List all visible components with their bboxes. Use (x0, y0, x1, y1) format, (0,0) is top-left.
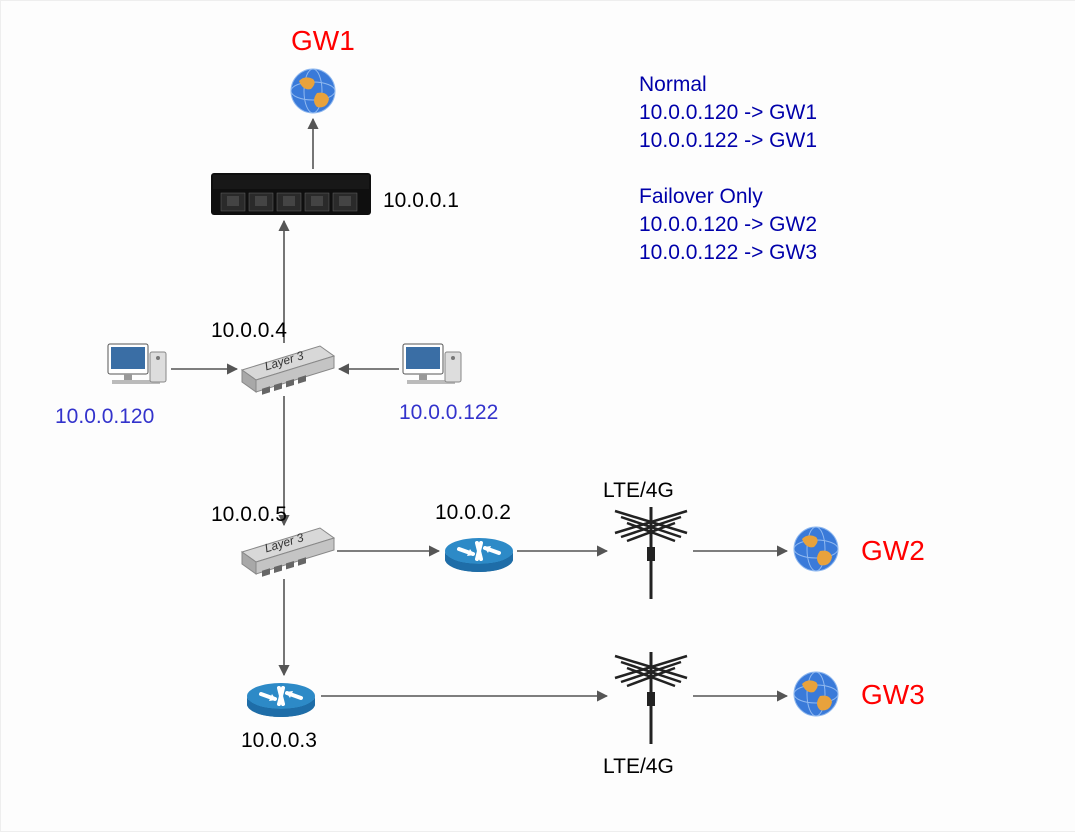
label-router3-ip: 10.0.0.3 (241, 729, 317, 753)
antenna1-icon (615, 507, 687, 599)
globe-gw3-icon (794, 672, 838, 716)
label-edgerouter-ip: 10.0.0.1 (383, 189, 459, 213)
edgerouter-icon (211, 173, 371, 215)
routing-normal-2: 10.0.0.122 -> GW1 (639, 127, 817, 155)
label-router2-ip: 10.0.0.2 (435, 501, 511, 525)
switch2-icon (242, 528, 334, 577)
routing-failover-title: Failover Only (639, 183, 763, 211)
label-gw3: GW3 (861, 679, 925, 711)
routing-normal-title: Normal (639, 71, 707, 99)
label-lte1: LTE/4G (603, 479, 674, 503)
label-switch2-ip: 10.0.0.5 (211, 503, 287, 527)
label-pc1-ip: 10.0.0.120 (55, 405, 154, 429)
globe-gw2-icon (794, 527, 838, 571)
label-gw2: GW2 (861, 535, 925, 567)
pc2-icon (403, 344, 461, 384)
routing-failover-2: 10.0.0.122 -> GW3 (639, 239, 817, 267)
diagram-canvas: Layer 3 (0, 0, 1075, 832)
globe-gw1-icon (291, 69, 335, 113)
pc1-icon (108, 344, 166, 384)
routing-failover-1: 10.0.0.120 -> GW2 (639, 211, 817, 239)
router2-icon (445, 538, 513, 572)
label-switch1-ip: 10.0.0.4 (211, 319, 287, 343)
routing-normal-1: 10.0.0.120 -> GW1 (639, 99, 817, 127)
antenna2-icon (615, 652, 687, 744)
switch1-icon (242, 346, 334, 395)
label-pc2-ip: 10.0.0.122 (399, 401, 498, 425)
label-lte2: LTE/4G (603, 755, 674, 779)
router3-icon (247, 683, 315, 717)
label-gw1: GW1 (291, 25, 355, 57)
